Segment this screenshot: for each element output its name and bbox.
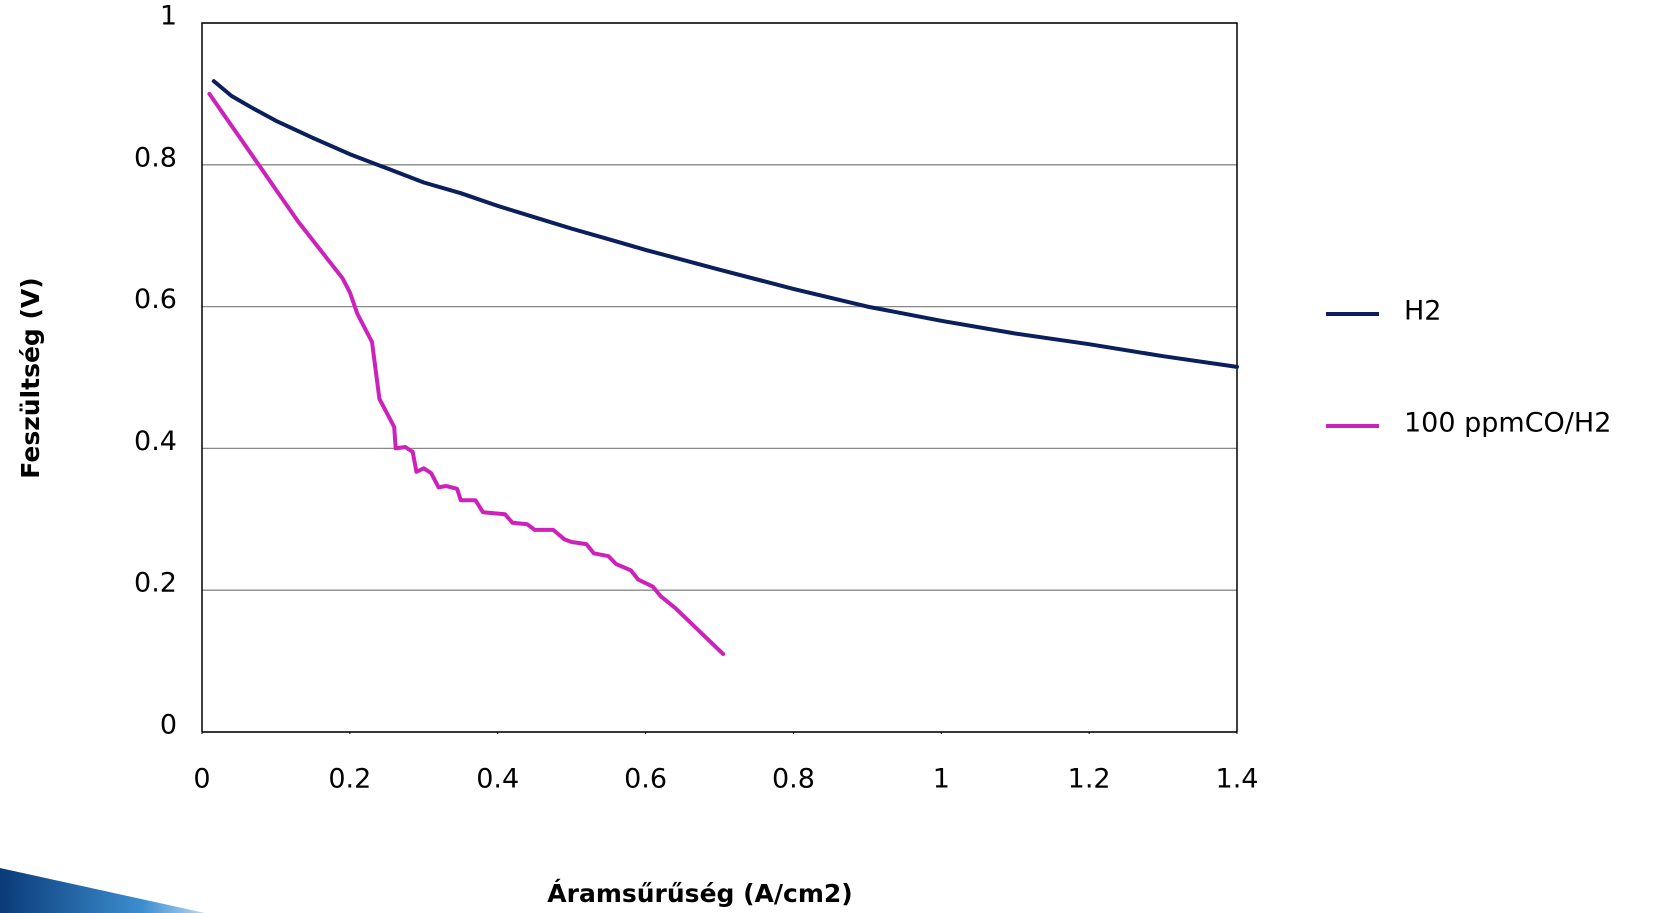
y-tick-label: 0.4 xyxy=(134,426,177,457)
series-line xyxy=(211,79,1239,369)
y-tick-label: 0.8 xyxy=(134,142,177,173)
x-tick-label: 0.2 xyxy=(328,764,371,795)
x-tick-label: 0.4 xyxy=(476,764,519,795)
decoration xyxy=(0,868,205,913)
x-tick-label: 0 xyxy=(193,764,210,795)
x-tick-label: 0.6 xyxy=(624,764,667,795)
series-line xyxy=(207,91,726,656)
y-tick-label: 1 xyxy=(160,1,177,32)
plot-frame xyxy=(201,22,1238,732)
legend-label: H2 xyxy=(1404,296,1441,327)
x-axis-title: Áramsűrűség (A/cm2) xyxy=(547,879,852,908)
x-tick-label: 0.8 xyxy=(772,764,815,795)
y-axis-title: Feszültség (V) xyxy=(16,277,45,478)
legend-label: 100 ppmCO/H2 xyxy=(1404,408,1611,439)
x-tick-label: 1 xyxy=(933,764,950,795)
y-tick-label: 0 xyxy=(160,710,177,741)
x-tick-label: 1.2 xyxy=(1068,764,1111,795)
y-tick-label: 0.2 xyxy=(134,568,177,599)
x-tick-label: 1.4 xyxy=(1216,764,1259,795)
y-tick-label: 0.6 xyxy=(134,284,177,315)
